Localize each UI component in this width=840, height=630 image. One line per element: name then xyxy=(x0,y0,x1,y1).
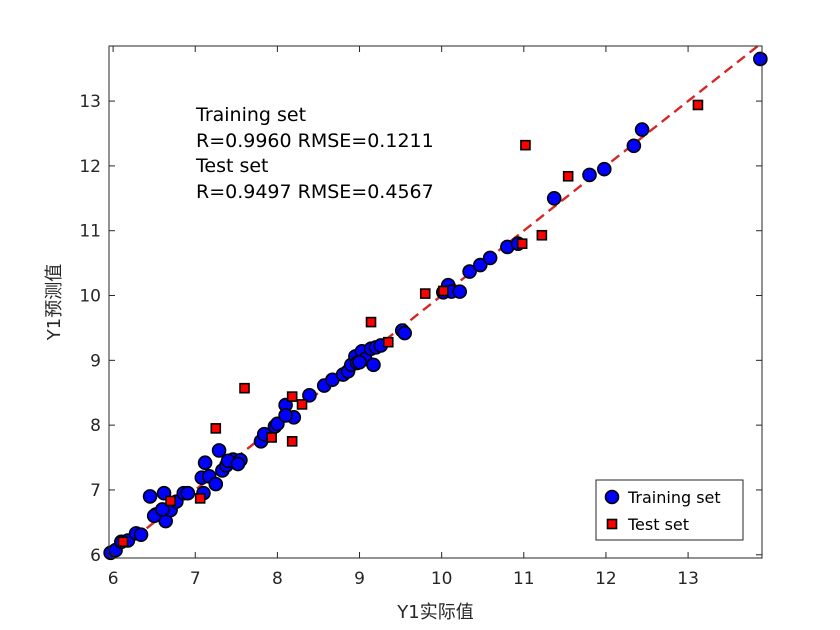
training-point xyxy=(278,408,293,423)
training-point xyxy=(211,443,227,458)
test-point xyxy=(562,170,574,182)
training-point xyxy=(208,476,224,492)
test-point xyxy=(286,436,298,447)
points-layer xyxy=(103,51,768,561)
training-point xyxy=(596,161,612,177)
legend-training-marker xyxy=(604,489,620,505)
x-tick-label: 8 xyxy=(272,569,283,589)
training-point xyxy=(472,257,488,273)
y-axis-label: Y1预测值 xyxy=(44,264,65,341)
training-point xyxy=(634,122,650,137)
x-tick-label: 11 xyxy=(513,569,535,589)
training-point xyxy=(133,527,149,542)
y-tick-label: 8 xyxy=(90,416,101,436)
legend-test-marker xyxy=(606,518,618,530)
training-point xyxy=(366,357,381,373)
test-point xyxy=(516,238,528,249)
test-point xyxy=(438,285,449,297)
legend: Training set Test set xyxy=(595,479,744,541)
training-point xyxy=(302,388,317,403)
test-point xyxy=(210,423,222,434)
training-point xyxy=(142,489,158,504)
training-point xyxy=(462,264,477,279)
stats-annotation: Training set R=0.9960 RMSE=0.1211 Test s… xyxy=(195,104,434,203)
x-tick-label: 10 xyxy=(431,569,453,589)
test-point xyxy=(286,391,298,402)
training-point xyxy=(626,138,642,154)
training-point xyxy=(230,456,246,472)
fit-line xyxy=(108,41,763,559)
x-tick-label: 13 xyxy=(677,569,699,589)
test-point xyxy=(117,536,129,548)
fit-line-layer xyxy=(108,41,763,559)
test-point xyxy=(194,493,206,504)
test-point xyxy=(692,99,704,111)
test-point xyxy=(365,316,377,328)
training-point xyxy=(197,455,213,471)
y-tick-label: 13 xyxy=(79,92,101,112)
annotation-line-test-stats: R=0.9497 RMSE=0.4567 xyxy=(196,181,434,203)
y-tick-label: 9 xyxy=(90,351,101,371)
legend-box xyxy=(595,479,744,541)
training-point xyxy=(397,325,412,341)
x-tick-label: 7 xyxy=(190,569,201,589)
training-point xyxy=(482,250,498,266)
y-tick-label: 12 xyxy=(79,157,101,177)
x-axis-label: Y1实际值 xyxy=(396,602,473,623)
training-point xyxy=(753,51,768,67)
test-point xyxy=(239,382,250,394)
y-tick-label: 6 xyxy=(90,546,101,566)
test-point xyxy=(266,432,277,443)
test-point xyxy=(419,288,431,299)
test-point xyxy=(382,336,394,348)
test-point xyxy=(165,495,176,507)
training-point xyxy=(452,284,468,299)
test-point xyxy=(520,139,531,151)
legend-training-label: Training set xyxy=(627,488,721,507)
y-tick-label: 11 xyxy=(79,222,101,242)
x-tick-label: 9 xyxy=(354,569,365,589)
legend-test-label: Test set xyxy=(627,515,689,534)
axes-frame xyxy=(108,45,763,559)
training-point xyxy=(582,167,597,183)
y-tick-label: 7 xyxy=(90,481,101,501)
training-point xyxy=(352,354,367,370)
x-tick-label: 12 xyxy=(595,569,617,589)
test-point xyxy=(536,229,548,241)
ticks-layer: 6 7 8 9 10 11 12 13 6 7 8 9 10 11 12 13 xyxy=(79,46,762,589)
test-point xyxy=(296,399,308,410)
x-tick-label: 6 xyxy=(108,569,119,589)
annotation-line-training-stats: R=0.9960 RMSE=0.1211 xyxy=(196,130,434,152)
annotation-line-training-title: Training set xyxy=(195,104,306,126)
training-point xyxy=(546,191,562,206)
y-tick-label: 10 xyxy=(79,287,101,307)
annotation-line-test-title: Test set xyxy=(195,155,269,177)
training-point xyxy=(180,485,196,501)
